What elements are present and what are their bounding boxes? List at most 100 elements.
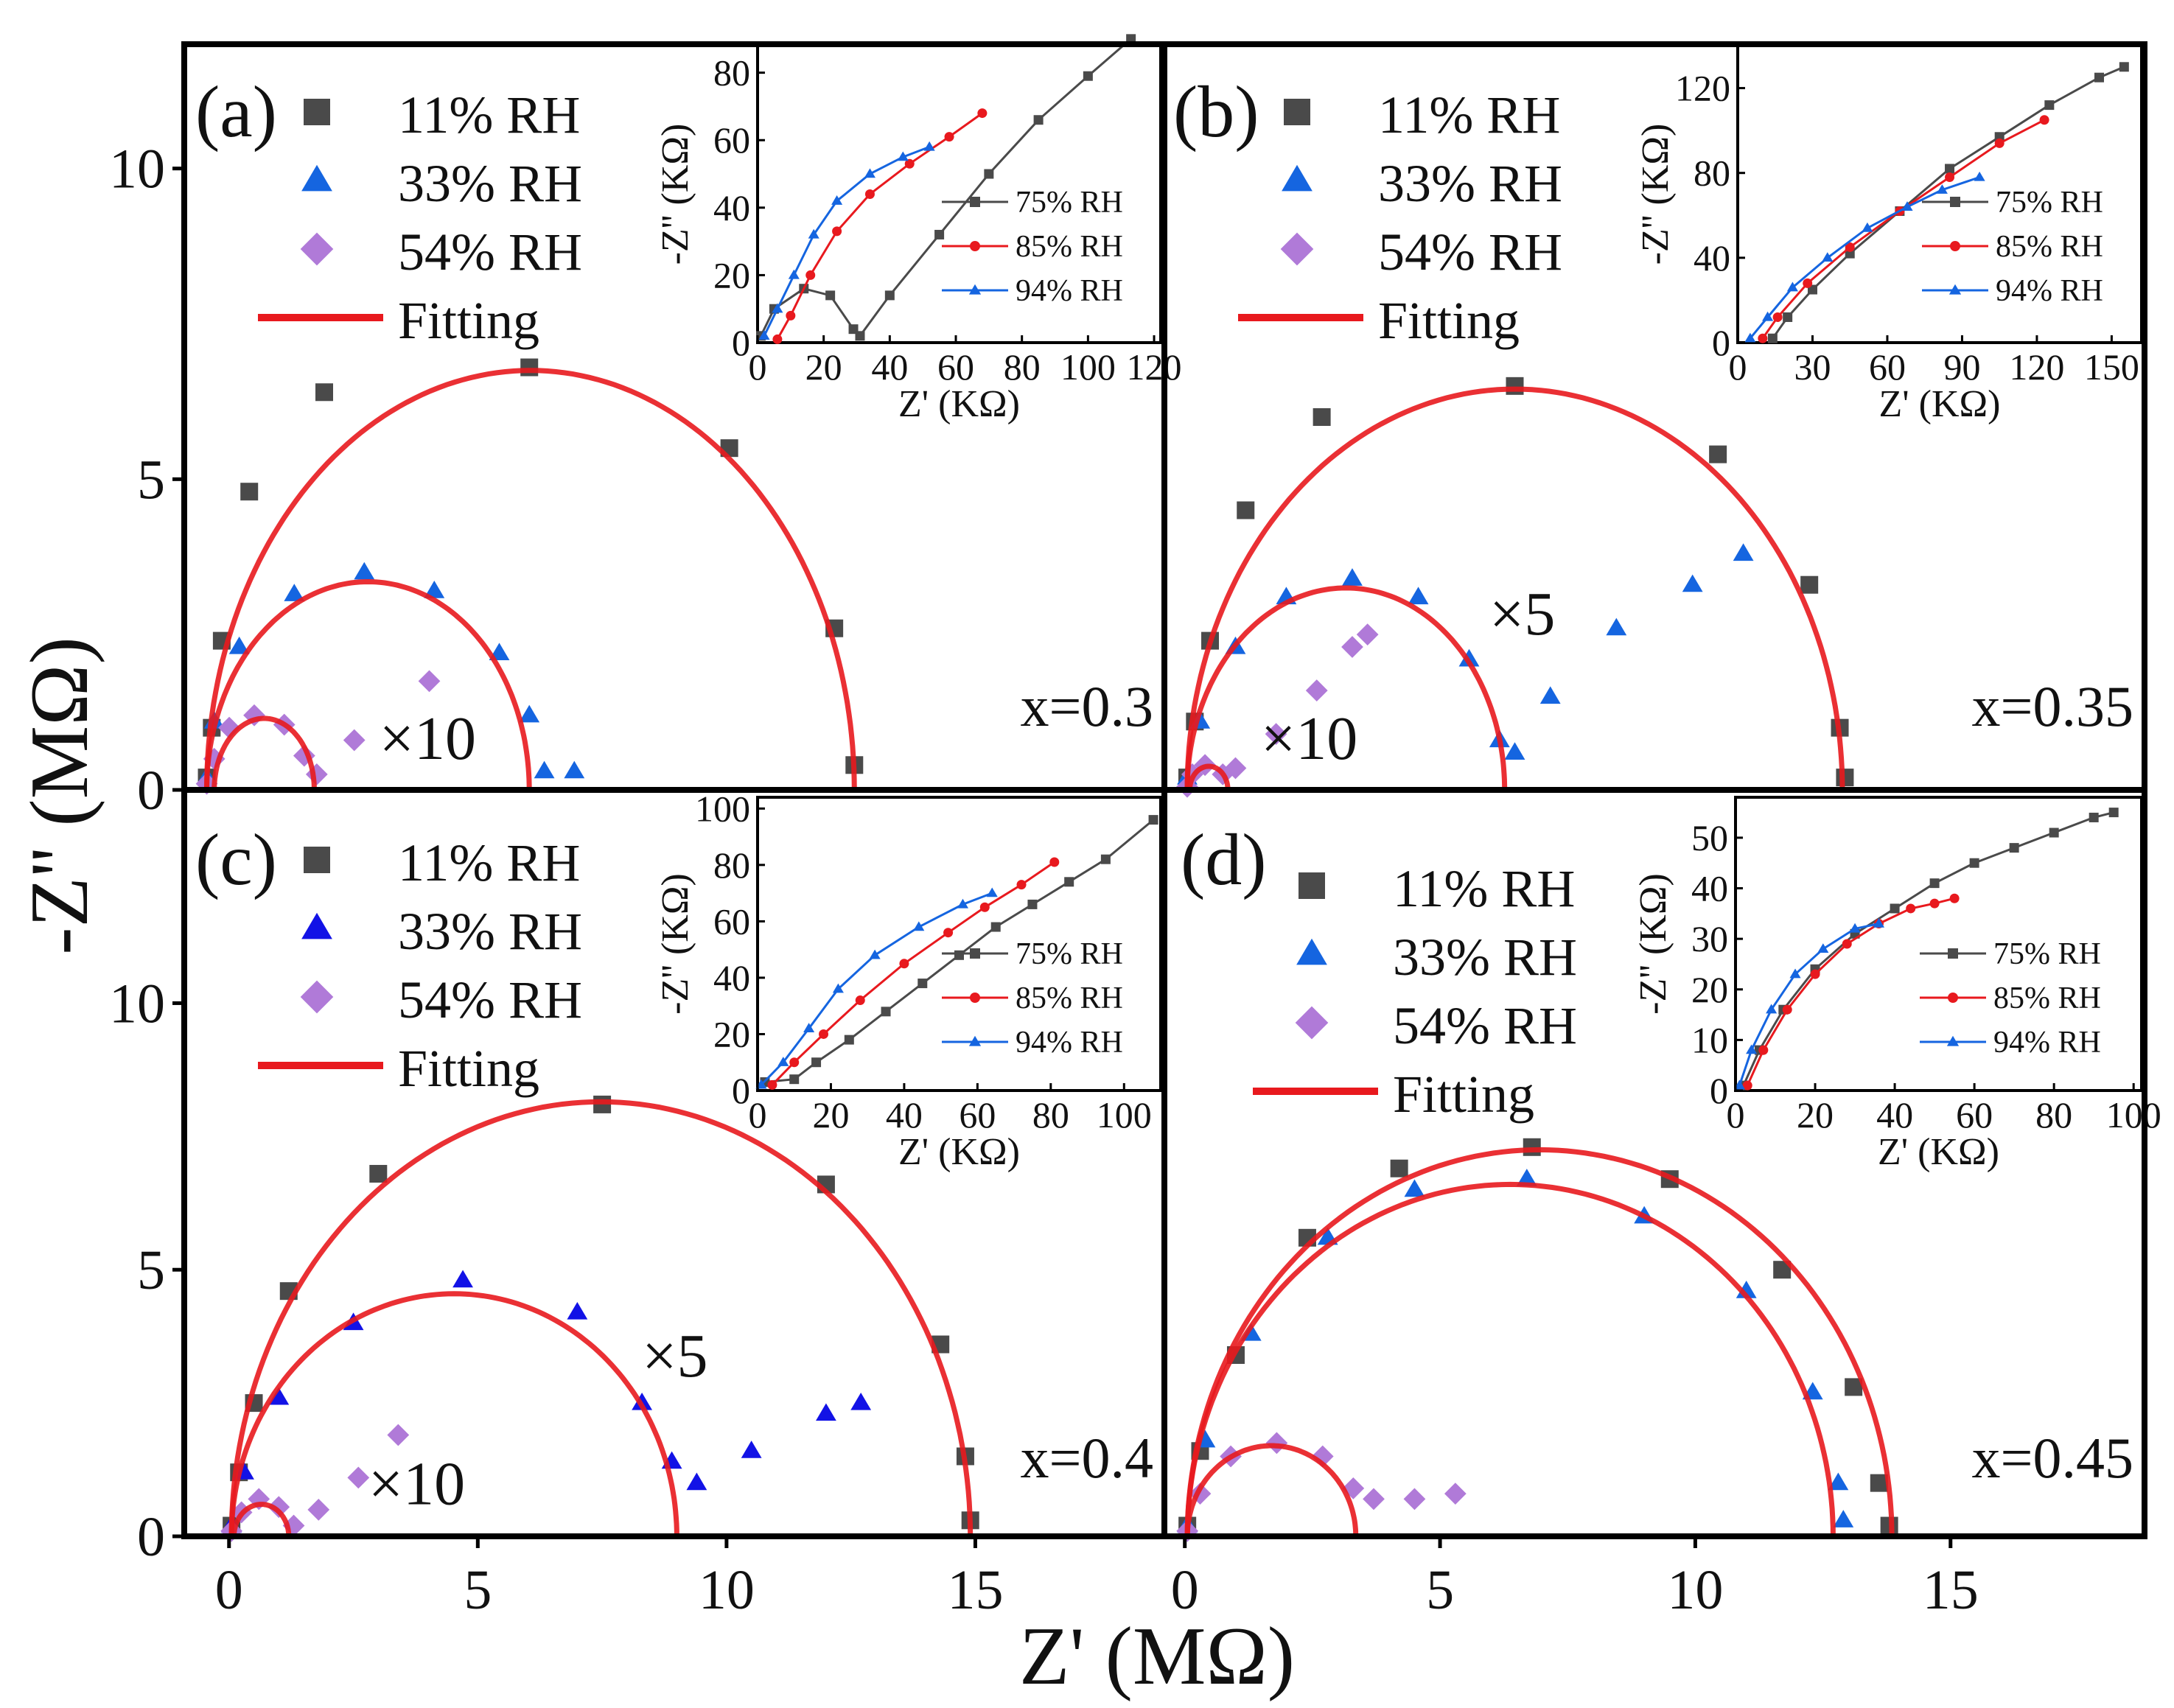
panel-frames (181, 41, 2147, 1539)
inset-y-tick-label: 80 (713, 844, 750, 886)
scale-annotation: ×10 (380, 704, 476, 773)
inset-point-square (2108, 808, 2119, 818)
legend-marker-triangle (301, 164, 332, 192)
legend-label: 33% RH (1393, 928, 1577, 987)
data-point-diamond (1444, 1483, 1467, 1505)
inset-point-triangle (923, 141, 935, 151)
inset-point-circle (1906, 903, 1916, 914)
x-tick-label: 5 (1426, 1559, 1454, 1621)
data-point-triangle (1606, 617, 1627, 636)
inset-point-square (918, 979, 928, 989)
data-point-triangle (850, 1392, 872, 1410)
data-point-diamond (1342, 1477, 1365, 1499)
data-point-diamond (282, 1514, 305, 1537)
legend-label: 11% RH (398, 833, 580, 892)
inset-point-square (1033, 115, 1044, 125)
data-point-diamond (1363, 1488, 1385, 1511)
inset-point-circle (864, 189, 875, 199)
panel-label: (a) (195, 71, 277, 153)
inset-y-axis-title: -Z'' (KΩ) (654, 873, 696, 1015)
composition-label: x=0.4 (1021, 1426, 1154, 1490)
data-point-triangle (1458, 648, 1480, 667)
data-point-triangle (1404, 1179, 1425, 1197)
inset-point-square (1929, 878, 1940, 889)
inset-point-circle (1016, 880, 1027, 890)
inset-point-circle (979, 902, 990, 912)
x-tick-label: 15 (947, 1559, 1003, 1621)
data-point-triangle (1833, 1510, 1854, 1527)
inset-legend-marker (1950, 197, 1960, 207)
data-point-triangle (1828, 1472, 1849, 1491)
data-point-square (369, 1164, 388, 1183)
inset-legend-label: 94% RH (1016, 274, 1123, 308)
inset-point-square (881, 1007, 891, 1017)
fit-curve (1187, 763, 1231, 790)
inset-series-line (776, 112, 983, 340)
inset-point-square (844, 1035, 854, 1045)
inset-point-triangle (869, 949, 881, 959)
panel-label: (c) (195, 819, 277, 900)
inset-legend-label: 85% RH (1016, 230, 1123, 264)
inset-legend-label: 75% RH (1993, 937, 2101, 971)
data-point-triangle (354, 561, 375, 580)
inset-point-triangle (1746, 1044, 1758, 1054)
inset-point-circle (805, 270, 816, 280)
inset-point-square (1100, 854, 1111, 864)
y-tick-label: 0 (137, 760, 165, 822)
data-point-diamond (387, 1424, 410, 1446)
inset-series-line (1772, 66, 2125, 340)
inset-point-circle (767, 1079, 777, 1090)
inset-point-square (1148, 815, 1158, 825)
scale-annotation: ×10 (1261, 704, 1357, 773)
inset-y-axis-title: -Z'' (KΩ) (1635, 124, 1677, 265)
inset-point-triangle (1873, 917, 1885, 928)
inset-point-square (825, 290, 836, 301)
inset-y-axis-title: -Z'' (KΩ) (654, 124, 696, 265)
inset-point-triangle (1733, 1079, 1745, 1090)
data-point-square (1390, 1159, 1408, 1177)
inset-point-triangle (1786, 281, 1798, 292)
data-point-triangle (1682, 574, 1703, 592)
legend-marker-diamond (1295, 1006, 1329, 1040)
y-axis-title: -Z'' (MΩ) (14, 637, 105, 954)
data-point-triangle (519, 704, 540, 723)
inset-point-triangle (986, 887, 998, 897)
inset-point-triangle (758, 330, 770, 340)
inset-point-triangle (957, 898, 969, 909)
inset-point-circle (1758, 333, 1768, 343)
inset-legend-label: 85% RH (1996, 230, 2103, 264)
inset-legend-label: 94% RH (1993, 1026, 2101, 1060)
data-point-diamond (1305, 679, 1328, 701)
fit-curve (204, 368, 857, 791)
inset-legend-marker (970, 948, 980, 959)
legend-label: 54% RH (398, 970, 582, 1029)
data-point-square (1313, 408, 1331, 426)
data-point-diamond (1356, 623, 1379, 646)
data-point-diamond (1311, 1445, 1334, 1468)
inset-point-square (954, 950, 964, 960)
inset-x-tick-label: 40 (1876, 1094, 1913, 1135)
inset-legend-marker (970, 993, 980, 1003)
inset-x-tick-label: 120 (2009, 346, 2064, 388)
x-tick-label: 15 (1923, 1559, 1979, 1621)
inset-point-square (1027, 899, 1038, 909)
inset-point-circle (899, 959, 909, 969)
scale-annotation: ×10 (368, 1450, 465, 1519)
data-point-triangle (815, 1403, 836, 1421)
inset-x-axis-title: Z' (KΩ) (1878, 1131, 1999, 1173)
data-point-diamond (1224, 757, 1247, 780)
data-point-triangle (1342, 568, 1363, 586)
x-tick-label: 10 (1667, 1559, 1723, 1621)
inset-point-circle (786, 310, 796, 321)
data-point-diamond (347, 1466, 370, 1489)
inset-point-square (2119, 62, 2129, 72)
data-point-triangle (228, 636, 250, 654)
x-axis-title: Z' (MΩ) (1019, 1611, 1295, 1702)
data-point-diamond (1403, 1488, 1426, 1511)
inset-y-tick-label: 40 (1694, 237, 1730, 279)
inset-x-axis-title: Z' (KΩ) (898, 1131, 1020, 1173)
panel-d: (d) x=0.45 11% RH 33% RH 54% RH Fitting 0 20 40 6… (1176, 796, 2161, 1542)
scale-annotation: ×5 (642, 1322, 707, 1390)
